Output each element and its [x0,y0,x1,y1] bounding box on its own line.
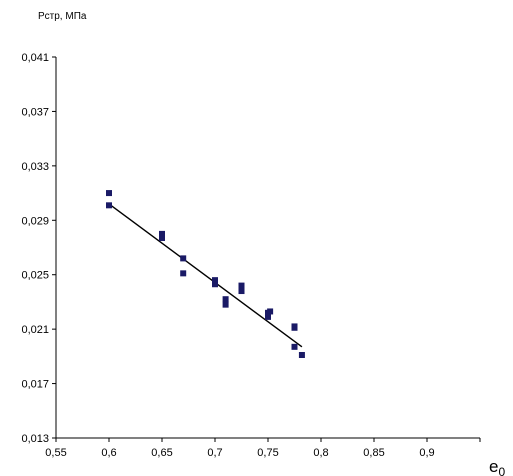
x-tick-label: 0,9 [419,447,434,459]
data-point [180,255,187,262]
x-tick-label: 0,7 [207,447,222,459]
data-point [291,343,298,350]
y-tick-label: 0,033 [21,161,49,173]
axis-labels: Рстр, МПа e0 [38,11,505,476]
data-point [212,277,218,284]
data-point [106,190,112,197]
trendline-group [108,203,303,348]
data-point [222,301,229,308]
x-tick-label: 0,6 [101,447,116,459]
data-point [238,282,245,289]
data-point [267,308,274,315]
data-point [212,281,218,288]
x-tick-label: 0,85 [363,447,384,459]
data-point [238,288,245,295]
x-axis-label-subscript: 0 [498,465,505,476]
x-tick-label: 0,8 [313,447,328,459]
axes: 0,013 0,017 0,021 0,025 0,029 0,033 0,037 0,041… [21,52,481,459]
x-tick-label: 0,65 [151,447,172,459]
y-tick-label: 0,041 [21,52,49,64]
data-point [106,202,112,209]
y-axis-label: Рстр, МПа [38,11,87,22]
data-points [106,190,305,358]
x-tick-label: 0,75 [257,447,278,459]
data-point [180,270,187,277]
x-axis-label: e0 [489,457,505,476]
data-point [298,351,305,358]
trendline [108,203,303,348]
y-tick-label: 0,013 [21,433,49,445]
data-point [222,296,229,303]
y-tick-label: 0,017 [21,379,49,391]
y-tick-label: 0,037 [21,106,49,118]
data-point [265,313,271,320]
x-tick-label: 0,55 [45,447,66,459]
data-point [159,234,165,241]
data-point [159,230,165,237]
y-tick-label: 0,021 [21,324,49,336]
y-tick-label: 0,025 [21,270,49,282]
data-point [291,324,298,331]
x-axis-label-main: e [489,457,498,476]
y-tick-label: 0,029 [21,215,49,227]
